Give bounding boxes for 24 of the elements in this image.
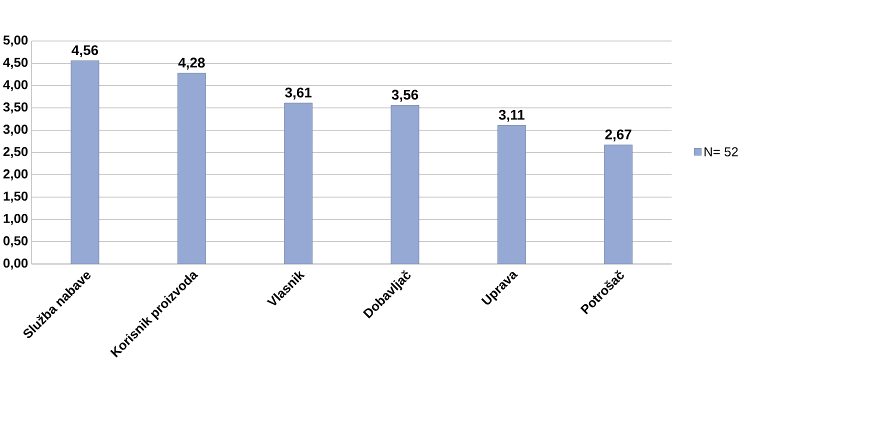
legend-label: N= 52 xyxy=(704,147,738,156)
y-tick-label: 3,00 xyxy=(3,124,28,136)
data-label: 4,56 xyxy=(72,45,98,58)
y-tick-label: 2,00 xyxy=(3,169,28,180)
y-tick-label: 0,50 xyxy=(3,236,28,248)
bar xyxy=(390,105,420,264)
y-tick-label: 3,50 xyxy=(3,102,28,114)
y-tick-label: 5,00 xyxy=(3,35,28,47)
data-label: 2,67 xyxy=(605,129,632,142)
y-tick-label: 1,50 xyxy=(4,192,28,203)
bar xyxy=(497,125,526,264)
data-label: 3,56 xyxy=(392,90,418,102)
y-tick-label: 2,50 xyxy=(3,146,28,158)
y-tick-label: 0,00 xyxy=(3,258,28,270)
bar xyxy=(177,72,206,264)
y-tick-label: 4,50 xyxy=(3,58,28,69)
data-label: 4,28 xyxy=(178,58,205,70)
bar xyxy=(604,144,633,264)
bar xyxy=(284,102,313,264)
y-tick-label: 4,00 xyxy=(3,80,28,92)
data-label: 3,11 xyxy=(498,110,524,122)
y-tick-label: 1,00 xyxy=(4,214,28,225)
bar xyxy=(70,60,100,264)
data-label: 3,61 xyxy=(285,88,312,100)
